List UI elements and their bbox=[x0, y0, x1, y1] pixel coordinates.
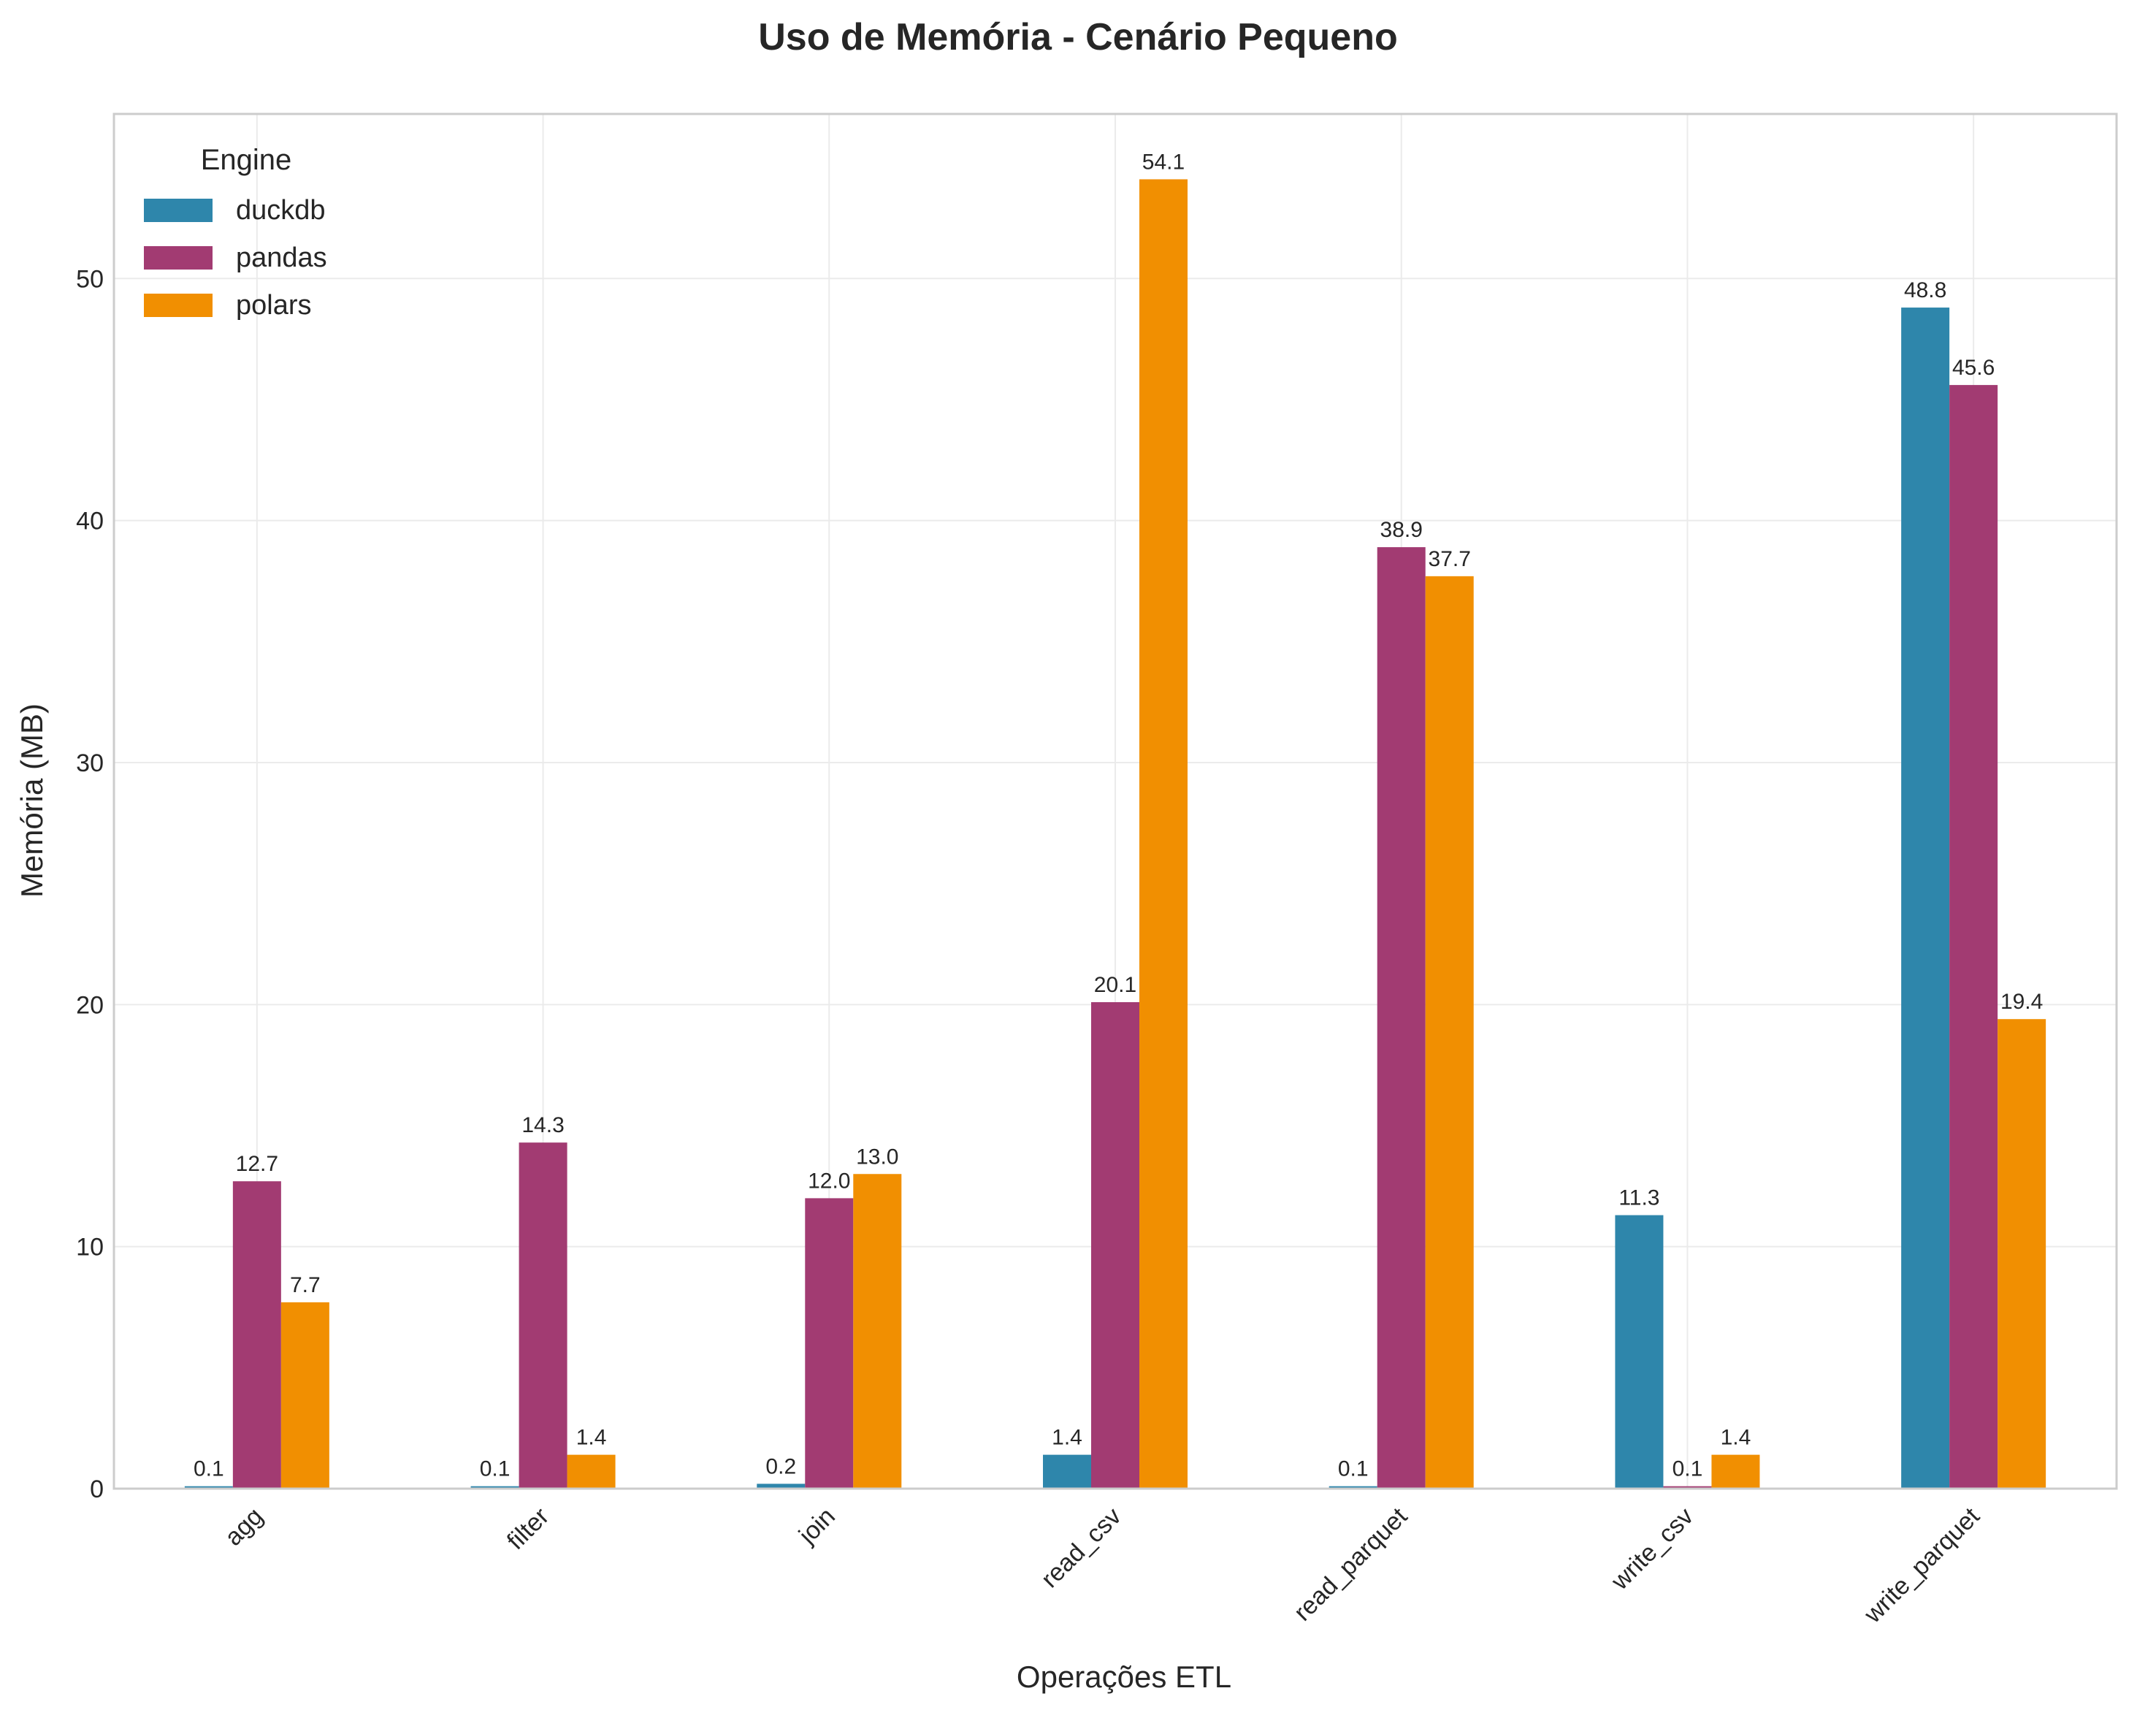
bar-polars-read_parquet bbox=[1425, 576, 1474, 1489]
data-label: 12.7 bbox=[236, 1152, 278, 1176]
legend-swatch-pandas bbox=[144, 246, 213, 270]
chart-title: Uso de Memória - Cenário Pequeno bbox=[758, 16, 1398, 58]
bar-pandas-read_parquet bbox=[1377, 547, 1426, 1489]
data-labels: 0.1 0.1 0.2 1.4 0.1 11.3 48.8 12.7 14.3 12.0 20.1 3… bbox=[194, 150, 2043, 1481]
x-tick-label: join bbox=[793, 1503, 841, 1550]
bars bbox=[184, 179, 2046, 1489]
bar-duckdb-write_parquet bbox=[1901, 308, 1950, 1489]
bar-duckdb-read_parquet bbox=[1329, 1486, 1377, 1489]
legend-label-duckdb: duckdb bbox=[236, 195, 326, 226]
data-label: 7.7 bbox=[290, 1273, 321, 1297]
data-label: 12.0 bbox=[808, 1169, 850, 1193]
data-label: 54.1 bbox=[1142, 150, 1185, 174]
legend-swatch-polars bbox=[144, 294, 213, 317]
bar-pandas-join bbox=[805, 1198, 854, 1489]
x-tick-label: filter bbox=[502, 1503, 554, 1555]
y-tick-label: 40 bbox=[76, 508, 104, 535]
bar-duckdb-read_csv bbox=[1043, 1454, 1091, 1489]
x-tick-label: read_csv bbox=[1036, 1503, 1126, 1593]
data-label: 37.7 bbox=[1429, 547, 1471, 571]
bar-duckdb-filter bbox=[470, 1486, 519, 1489]
data-label: 20.1 bbox=[1094, 973, 1136, 997]
bar-pandas-filter bbox=[519, 1142, 567, 1489]
y-tick-label: 10 bbox=[76, 1234, 104, 1261]
bar-polars-write_parquet bbox=[1998, 1019, 2046, 1489]
legend-label-pandas: pandas bbox=[236, 243, 327, 273]
legend-swatch-duckdb bbox=[144, 199, 213, 222]
bar-pandas-write_csv bbox=[1663, 1486, 1712, 1489]
legend-label-polars: polars bbox=[236, 290, 312, 321]
y-tick-label: 30 bbox=[76, 749, 104, 777]
data-label: 1.4 bbox=[576, 1426, 607, 1450]
bar-polars-filter bbox=[567, 1454, 616, 1489]
bar-pandas-agg bbox=[232, 1181, 281, 1489]
bar-pandas-read_csv bbox=[1091, 1002, 1139, 1489]
x-axis-label: Operações ETL bbox=[1017, 1660, 1231, 1694]
bar-polars-write_csv bbox=[1711, 1454, 1760, 1489]
data-label: 48.8 bbox=[1904, 278, 1946, 302]
x-tick-label: read_parquet bbox=[1288, 1502, 1413, 1626]
data-label: 0.1 bbox=[1673, 1457, 1703, 1481]
x-tick-label: write_csv bbox=[1605, 1503, 1699, 1596]
data-label: 38.9 bbox=[1380, 518, 1423, 542]
y-tick-label: 50 bbox=[76, 265, 104, 293]
data-label: 0.1 bbox=[480, 1457, 511, 1481]
bar-duckdb-write_csv bbox=[1615, 1215, 1664, 1489]
data-label: 11.3 bbox=[1618, 1186, 1659, 1210]
bar-polars-agg bbox=[280, 1302, 329, 1489]
data-label: 14.3 bbox=[521, 1113, 564, 1137]
bar-pandas-write_parquet bbox=[1949, 385, 1998, 1489]
y-axis-ticks: 0 10 20 30 40 50 bbox=[76, 265, 104, 1503]
bar-polars-join bbox=[853, 1174, 902, 1489]
data-label: 0.2 bbox=[765, 1454, 796, 1478]
data-label: 19.4 bbox=[2000, 990, 2043, 1014]
bar-duckdb-agg bbox=[184, 1486, 233, 1489]
x-tick-label: agg bbox=[220, 1503, 269, 1551]
y-tick-label: 20 bbox=[76, 991, 104, 1019]
x-axis-ticks: agg filter join read_csv read_parquet write_c… bbox=[220, 1502, 1986, 1629]
data-label: 0.1 bbox=[1338, 1457, 1369, 1481]
legend-title: Engine bbox=[201, 144, 292, 176]
data-label: 1.4 bbox=[1721, 1426, 1751, 1450]
plot-frame bbox=[112, 112, 2118, 1490]
y-axis-label: Memória (MB) bbox=[15, 703, 49, 898]
data-label: 0.1 bbox=[194, 1457, 224, 1481]
legend: Engine duckdb pandas polars bbox=[144, 144, 327, 321]
data-label: 1.4 bbox=[1052, 1426, 1082, 1450]
data-label: 45.6 bbox=[1952, 356, 1995, 380]
data-label: 13.0 bbox=[856, 1145, 898, 1169]
x-tick-label: write_parquet bbox=[1859, 1502, 1986, 1629]
bar-duckdb-join bbox=[757, 1484, 806, 1489]
bar-polars-read_csv bbox=[1139, 179, 1188, 1489]
y-tick-label: 0 bbox=[90, 1475, 104, 1503]
